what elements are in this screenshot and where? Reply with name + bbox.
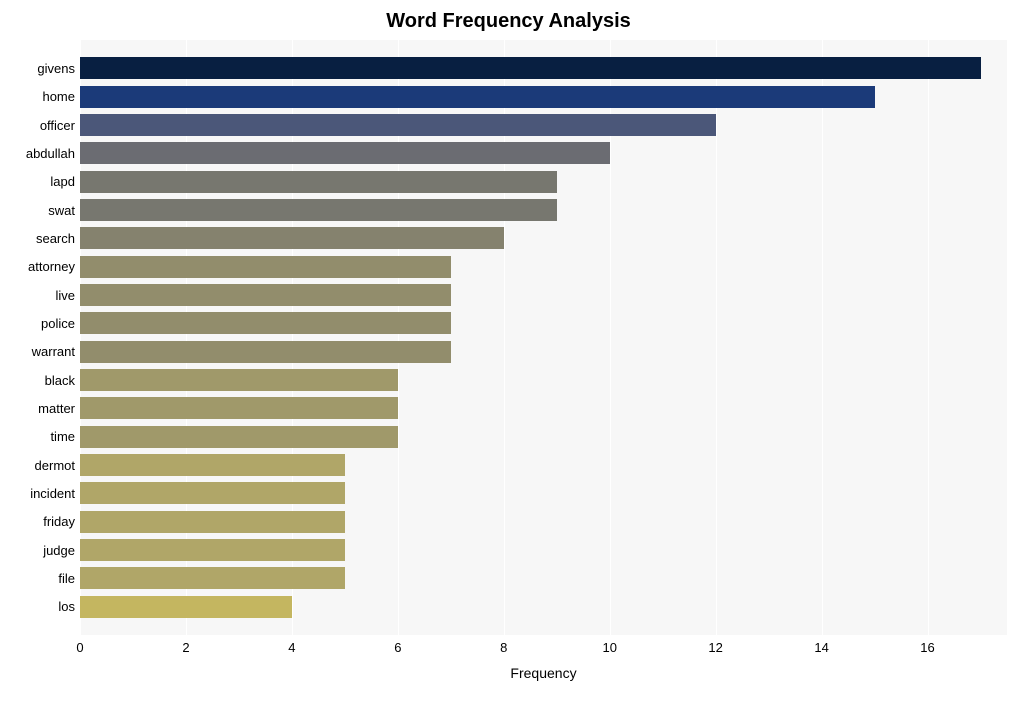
x-tick-label: 8: [500, 640, 507, 655]
bar-row: [80, 284, 451, 306]
bar-row: [80, 426, 398, 448]
bar-row: [80, 596, 292, 618]
y-tick-label: attorney: [0, 260, 75, 273]
y-tick-label: lapd: [0, 175, 75, 188]
bar: [80, 227, 504, 249]
bar: [80, 511, 345, 533]
bar-row: [80, 567, 345, 589]
y-tick-label: search: [0, 232, 75, 245]
bar-row: [80, 86, 875, 108]
y-tick-label: dermot: [0, 459, 75, 472]
bar-row: [80, 57, 981, 79]
x-tick-label: 12: [708, 640, 722, 655]
bar: [80, 171, 557, 193]
bar: [80, 114, 716, 136]
y-tick-label: home: [0, 90, 75, 103]
y-tick-label: time: [0, 430, 75, 443]
x-axis-label: Frequency: [80, 665, 1007, 681]
y-tick-label: judge: [0, 544, 75, 557]
bar-row: [80, 369, 398, 391]
bar: [80, 482, 345, 504]
x-tick-label: 10: [602, 640, 616, 655]
y-tick-label: swat: [0, 204, 75, 217]
bar-row: [80, 227, 504, 249]
y-tick-label: black: [0, 374, 75, 387]
x-tick-label: 4: [288, 640, 295, 655]
y-tick-label: file: [0, 572, 75, 585]
y-axis-labels: givens home officer abdullah lapd swat search a…: [0, 40, 75, 635]
bar: [80, 199, 557, 221]
bar: [80, 369, 398, 391]
bar-row: [80, 341, 451, 363]
x-axis-ticks: 0246810121416: [80, 640, 1007, 660]
bar-row: [80, 312, 451, 334]
y-tick-label: officer: [0, 119, 75, 132]
x-tick-label: 0: [76, 640, 83, 655]
bar: [80, 57, 981, 79]
bar: [80, 567, 345, 589]
y-tick-label: police: [0, 317, 75, 330]
y-tick-label: matter: [0, 402, 75, 415]
y-tick-label: los: [0, 600, 75, 613]
bar-row: [80, 482, 345, 504]
bar: [80, 86, 875, 108]
bar-row: [80, 256, 451, 278]
bar-row: [80, 454, 345, 476]
x-tick-label: 2: [182, 640, 189, 655]
bar: [80, 596, 292, 618]
bar-row: [80, 142, 610, 164]
chart-title: Word Frequency Analysis: [0, 10, 1017, 33]
bar-row: [80, 171, 557, 193]
bar-row: [80, 397, 398, 419]
y-tick-label: friday: [0, 515, 75, 528]
bar: [80, 312, 451, 334]
y-tick-label: givens: [0, 62, 75, 75]
plot-area: [80, 40, 1007, 635]
bar: [80, 142, 610, 164]
bar: [80, 256, 451, 278]
bars-container: [80, 40, 1007, 635]
bar: [80, 284, 451, 306]
y-tick-label: warrant: [0, 345, 75, 358]
x-tick-label: 14: [814, 640, 828, 655]
bar-row: [80, 511, 345, 533]
y-tick-label: abdullah: [0, 147, 75, 160]
x-tick-label: 6: [394, 640, 401, 655]
bar: [80, 397, 398, 419]
bar: [80, 341, 451, 363]
bar: [80, 454, 345, 476]
x-tick-label: 16: [920, 640, 934, 655]
bar-row: [80, 114, 716, 136]
y-tick-label: incident: [0, 487, 75, 500]
y-tick-label: live: [0, 289, 75, 302]
bar: [80, 539, 345, 561]
bar-row: [80, 199, 557, 221]
bar: [80, 426, 398, 448]
bar-row: [80, 539, 345, 561]
